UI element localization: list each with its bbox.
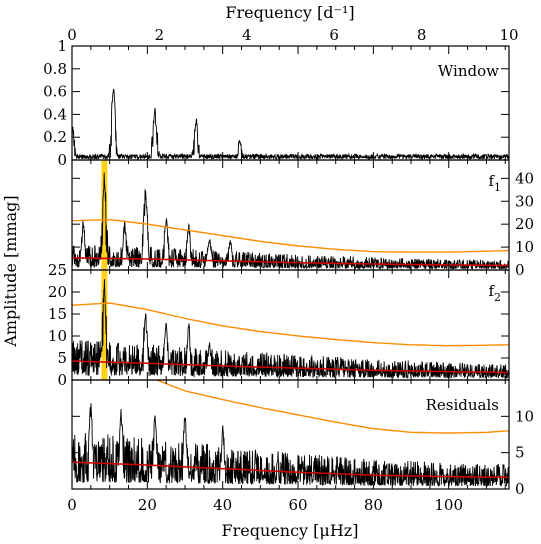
- panel-label-f1: f1: [488, 172, 501, 194]
- y-tick-label-right-f1-3: 30: [515, 192, 534, 210]
- panel-label-text-window: Window: [438, 62, 499, 80]
- x-tick-label-1: 20: [138, 496, 157, 514]
- panel-label-subscript-f1: 1: [494, 181, 501, 194]
- y-tick-label-left-window-0: 0: [57, 151, 67, 169]
- top-x-tick-label-5: 10: [499, 26, 518, 44]
- x-tick-label-3: 60: [288, 496, 307, 514]
- y-tick-label-right-residuals-0: 0: [515, 480, 525, 498]
- y-tick-label-left-f2-0: 0: [57, 371, 67, 389]
- x-tick-label-2: 40: [213, 496, 232, 514]
- top-x-tick-label-0: 0: [67, 26, 77, 44]
- y-tick-label-left-f2-4: 20: [48, 283, 67, 301]
- y-tick-label-right-residuals-1: 5: [515, 444, 525, 462]
- significance-curve-f1: [72, 218, 509, 253]
- y-tick-label-left-window-1: 0.2: [43, 128, 67, 146]
- spectrum-line-f1: [72, 172, 509, 270]
- panel-label-residuals: Residuals: [426, 396, 499, 414]
- panel-residuals-data: [72, 380, 509, 488]
- frame-layer: [71, 45, 510, 490]
- highlight-band-f2: [101, 270, 108, 380]
- spectrum-line-window: [72, 88, 509, 160]
- x-tick-label-4: 80: [364, 496, 383, 514]
- panel-label-subscript-f2: 2: [494, 291, 501, 304]
- y-tick-label-left-window-2: 0.4: [43, 105, 67, 123]
- panel-window-data: [72, 88, 509, 160]
- panel-label-window: Window: [438, 62, 499, 80]
- panel-label-text-f1: f: [488, 172, 495, 190]
- text-layer: Frequency [d⁻¹] Frequency [μHz] Amplitud…: [1, 3, 534, 540]
- y-tick-label-left-f2-3: 15: [48, 305, 67, 323]
- panel-f1-data: [72, 160, 509, 270]
- panel-label-f2: f2: [488, 282, 501, 304]
- spectrum-line-residuals: [72, 403, 509, 488]
- y-tick-label-right-f1-1: 10: [515, 238, 534, 256]
- data-layer: [72, 88, 509, 488]
- top-x-tick-label-3: 6: [329, 26, 339, 44]
- spectrum-line-f2: [72, 279, 509, 380]
- significance-curve-residuals: [154, 380, 509, 434]
- y-tick-label-left-window-3: 0.6: [43, 83, 67, 101]
- noise-curve-residuals: [72, 461, 509, 479]
- panel-label-text-residuals: Residuals: [426, 396, 499, 414]
- panel-label-text-f2: f: [488, 282, 495, 300]
- x-tick-label-5: 100: [434, 496, 463, 514]
- top-x-tick-label-4: 8: [417, 26, 427, 44]
- y-tick-label-right-f1-0: 0: [515, 261, 525, 279]
- panel-frame-residuals: [71, 379, 510, 490]
- panel-f2-data: [72, 270, 509, 380]
- y-tick-label-left-f2-1: 5: [57, 349, 67, 367]
- bottom-x-axis-label: Frequency [μHz]: [222, 521, 359, 540]
- y-tick-label-left-window-5: 1: [57, 37, 67, 55]
- top-x-axis-label: Frequency [d⁻¹]: [225, 3, 354, 22]
- y-tick-label-left-f2-5: 25: [48, 261, 67, 279]
- y-tick-label-left-window-4: 0.8: [43, 60, 67, 78]
- y-tick-label-left-f2-2: 10: [48, 327, 67, 345]
- y-tick-label-right-f1-4: 40: [515, 169, 534, 187]
- noise-curve-f1: [72, 257, 509, 267]
- noise-curve-f2: [72, 360, 509, 374]
- x-tick-label-0: 0: [67, 496, 77, 514]
- top-x-tick-label-1: 2: [155, 26, 165, 44]
- highlight-band-f1: [101, 160, 108, 270]
- y-tick-label-right-residuals-2: 10: [515, 407, 534, 425]
- y-tick-label-right-f1-2: 20: [515, 215, 534, 233]
- top-x-tick-label-2: 4: [242, 26, 252, 44]
- significance-curve-f2: [72, 302, 509, 347]
- y-axis-label: Amplitude [mmag]: [1, 195, 20, 347]
